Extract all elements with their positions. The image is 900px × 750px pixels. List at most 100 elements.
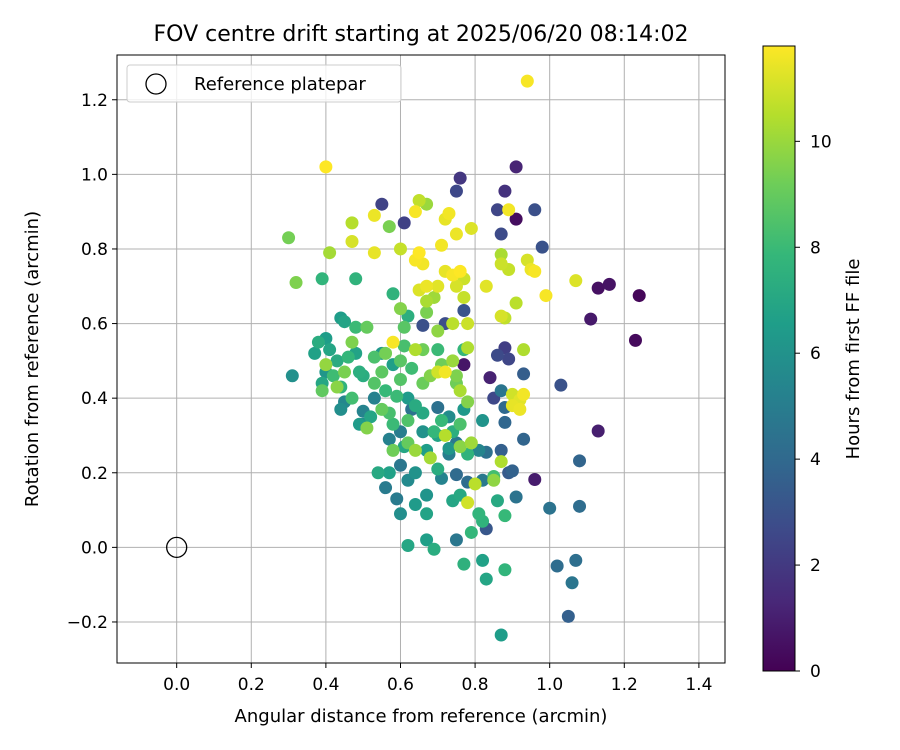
scatter-point — [397, 320, 411, 334]
scatter-point — [382, 466, 396, 480]
scatter-point — [360, 421, 374, 435]
scatter-point — [386, 287, 400, 301]
scatter-point — [408, 343, 422, 357]
scatter-point — [330, 380, 344, 394]
scatter-point — [632, 289, 646, 303]
scatter-point — [573, 454, 587, 468]
scatter-point — [393, 373, 407, 387]
scatter-point — [367, 376, 381, 390]
scatter-point — [345, 391, 359, 405]
x-tick-label: 0.8 — [462, 675, 489, 695]
scatter-point — [490, 494, 504, 508]
scatter-point — [367, 208, 381, 222]
scatter-point — [397, 339, 411, 353]
scatter-point — [479, 572, 493, 586]
scatter-point — [393, 242, 407, 256]
scatter-point — [494, 443, 508, 457]
scatter-point — [494, 309, 508, 323]
colorbar-tick-label: 4 — [810, 450, 821, 470]
scatter-point — [453, 171, 467, 185]
scatter-point — [476, 553, 490, 567]
scatter-point — [502, 203, 516, 217]
scatter-point — [352, 365, 366, 379]
scatter-point — [315, 272, 329, 286]
scatter-point — [435, 238, 449, 252]
scatter-point — [509, 296, 523, 310]
colorbar — [762, 45, 796, 672]
scatter-point — [490, 203, 504, 217]
y-tick-label: 0.4 — [81, 389, 108, 409]
scatter-point — [431, 400, 445, 414]
scatter-point — [449, 279, 463, 293]
scatter-point — [468, 477, 482, 491]
scatter-point — [323, 246, 337, 260]
scatter-point — [431, 462, 445, 476]
scatter-point — [308, 346, 322, 360]
scatter-point — [453, 384, 467, 398]
scatter-point — [367, 350, 381, 364]
scatter-point — [420, 488, 434, 502]
scatter-point — [464, 221, 478, 235]
y-tick-label: 0.6 — [81, 315, 108, 335]
x-tick-label: 1.4 — [685, 675, 712, 695]
y-tick-label: 1.0 — [81, 165, 108, 185]
scatter-point — [427, 542, 441, 556]
scatter-point — [386, 417, 400, 431]
scatter-point — [323, 343, 337, 357]
scatter-point — [349, 320, 363, 334]
x-tick-label: 0.2 — [238, 675, 265, 695]
scatter-point — [334, 402, 348, 416]
scatter-point — [494, 227, 508, 241]
scatter-point — [498, 415, 512, 429]
scatter-point — [345, 235, 359, 249]
scatter-point — [449, 227, 463, 241]
scatter-point — [338, 315, 352, 329]
scatter-point — [408, 443, 422, 457]
scatter-point — [449, 533, 463, 547]
scatter-point — [360, 320, 374, 334]
scatter-point — [476, 414, 490, 428]
scatter-point — [319, 358, 333, 372]
scatter-point — [420, 507, 434, 521]
scatter-point — [591, 281, 605, 295]
scatter-point — [393, 458, 407, 472]
legend: Reference platepar — [126, 64, 402, 103]
scatter-point — [569, 274, 583, 288]
scatter-point — [285, 369, 299, 383]
scatter-point — [416, 425, 430, 439]
scatter-point — [449, 468, 463, 482]
scatter-point — [393, 302, 407, 316]
scatter-point — [386, 443, 400, 457]
scatter-point — [550, 559, 564, 573]
scatter-point — [490, 348, 504, 362]
colorbar-tick-label: 8 — [810, 238, 821, 258]
x-axis-label: Angular distance from reference (arcmin) — [235, 706, 608, 727]
scatter-point — [390, 389, 404, 403]
reference-marker-group — [166, 536, 188, 559]
scatter-point — [401, 539, 415, 553]
scatter-point — [349, 272, 363, 286]
scatter-point — [502, 352, 516, 366]
scatter-point — [517, 367, 531, 381]
scatter-point — [457, 358, 471, 372]
scatter-point — [494, 257, 508, 271]
scatter-point — [487, 473, 501, 487]
scatter-point — [382, 432, 396, 446]
scatter-point — [379, 481, 393, 495]
scatter-point — [438, 365, 452, 379]
scatter-point — [282, 231, 296, 245]
y-tick-label: 0.2 — [81, 464, 108, 484]
scatter-point — [393, 507, 407, 521]
x-ticks: 0.0 0.2 0.4 0.6 0.8 1.0 1.2 1.4 — [163, 663, 712, 695]
scatter-point — [494, 628, 508, 642]
colorbar-tick-label: 10 — [810, 132, 832, 152]
scatter-point — [498, 184, 512, 198]
scatter-point — [509, 160, 523, 174]
scatter-point — [561, 609, 575, 623]
scatter-point — [345, 335, 359, 349]
scatter-point — [457, 304, 471, 318]
scatter-point — [513, 402, 527, 416]
scatter-point — [446, 317, 460, 331]
scatter-point — [397, 216, 411, 230]
